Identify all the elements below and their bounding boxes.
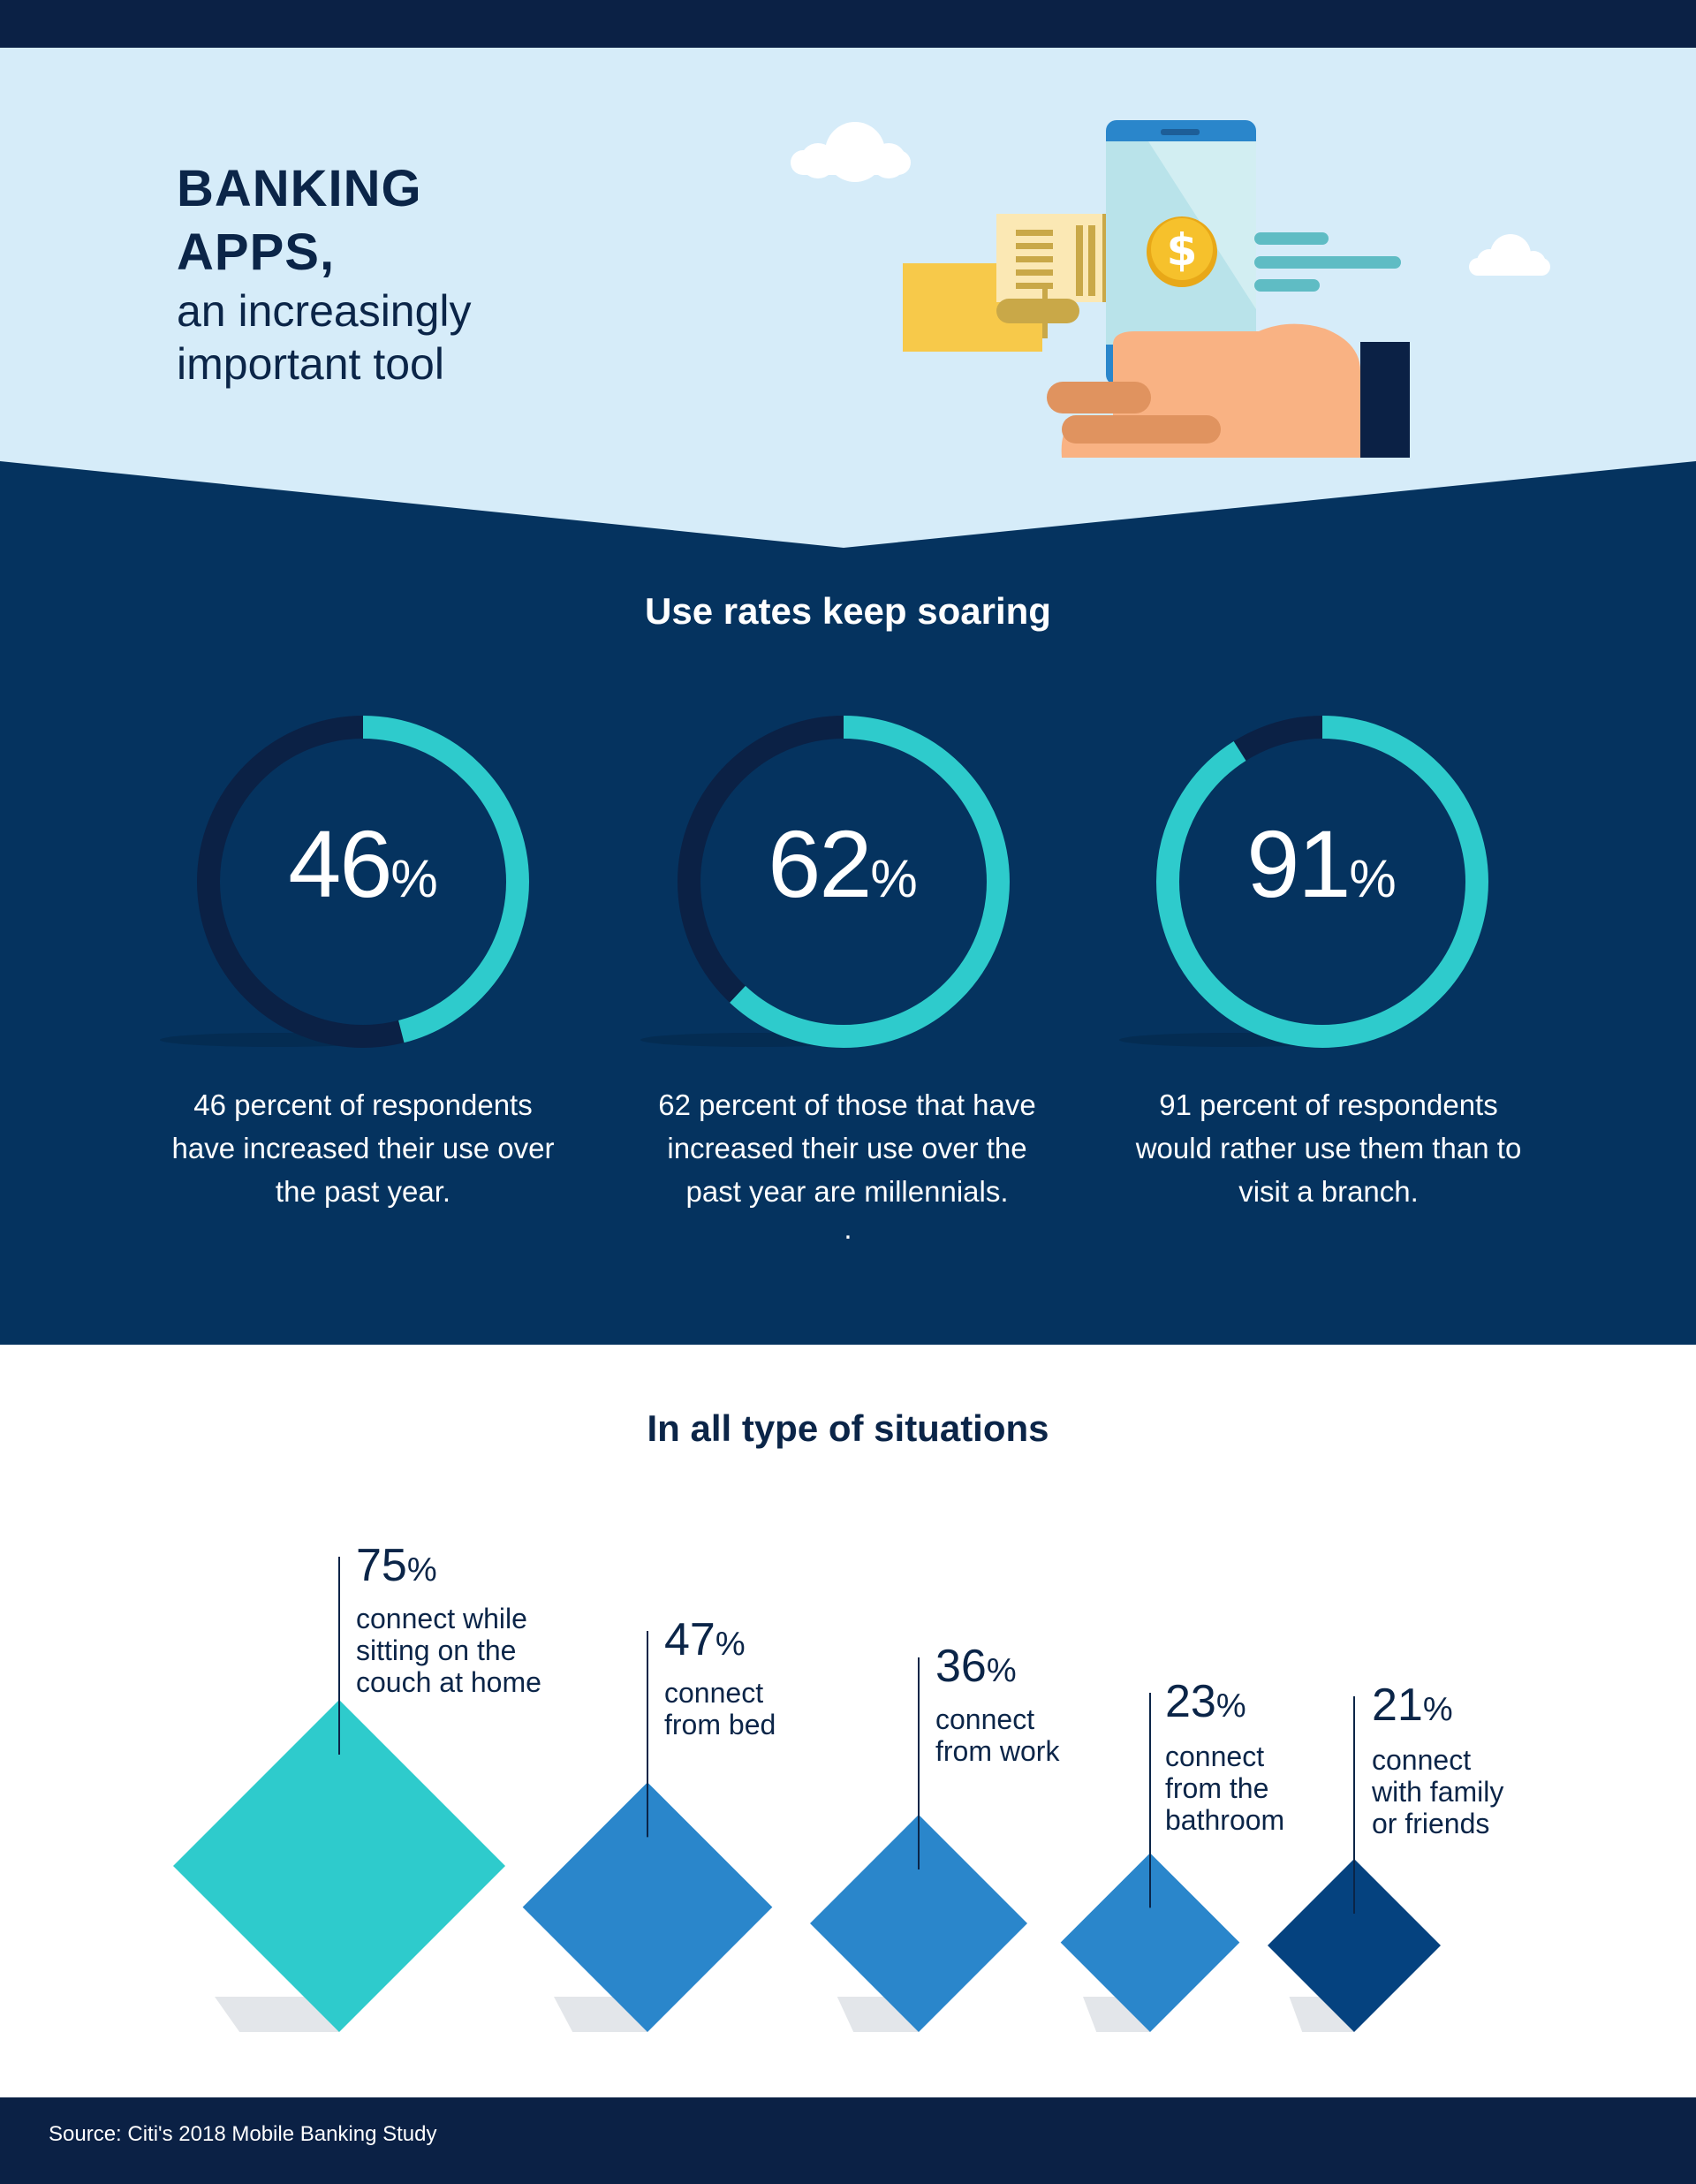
receipt-icon bbox=[996, 214, 1113, 338]
ring-unit: % bbox=[390, 849, 438, 908]
ring-arc-46 bbox=[197, 716, 529, 1048]
use-rates-section bbox=[0, 461, 1696, 1345]
cloud-icon bbox=[1469, 234, 1550, 276]
page-subtitle: an increasingly important tool bbox=[177, 284, 548, 391]
situation-value: 75 bbox=[356, 1540, 407, 1591]
diamond-bathroom bbox=[1060, 1853, 1240, 2032]
ring-value-91: 91% bbox=[1154, 808, 1489, 919]
ring-number: 91 bbox=[1246, 810, 1351, 917]
ring-arc-62 bbox=[678, 716, 1010, 1048]
label-line: bathroom bbox=[1165, 1804, 1285, 1836]
dollar-coin-icon: $ bbox=[1147, 216, 1217, 287]
situation-unit: % bbox=[715, 1626, 746, 1663]
ring-description-91: 91 percent of respondents would rather u… bbox=[1135, 1088, 1522, 1208]
banking-app-illustration: $ bbox=[791, 120, 1550, 458]
svg-text:$: $ bbox=[1167, 224, 1198, 276]
label-line: connect bbox=[664, 1677, 764, 1709]
diamond-family bbox=[1268, 1859, 1441, 2032]
situation-value: 36 bbox=[935, 1641, 987, 1692]
situation-percent-bathroom: 23% bbox=[1165, 1675, 1246, 1728]
ring-value-46: 46% bbox=[195, 808, 531, 919]
situations-diamonds bbox=[173, 1557, 1441, 2032]
page-title: BANKING APPS, bbox=[177, 157, 530, 284]
label-line: connect bbox=[1165, 1740, 1265, 1772]
cloud-icon bbox=[791, 122, 911, 182]
label-line: from the bbox=[1165, 1772, 1269, 1804]
label-line: connect while bbox=[356, 1603, 527, 1634]
situation-percent-couch: 75% bbox=[356, 1539, 437, 1592]
stray-dot: . bbox=[844, 1212, 852, 1245]
label-line: connect bbox=[1372, 1744, 1472, 1776]
situation-value: 21 bbox=[1372, 1680, 1423, 1731]
situation-percent-family: 21% bbox=[1372, 1679, 1453, 1732]
situation-percent-bed: 47% bbox=[664, 1613, 746, 1666]
top-bar bbox=[0, 0, 1696, 48]
situation-label-couch: connect while sitting on the couch at ho… bbox=[356, 1603, 586, 1698]
diamond-shadow-couch bbox=[215, 1997, 339, 2032]
ring-description-46: 46 percent of respondents have increased… bbox=[171, 1088, 555, 1208]
ring-number: 46 bbox=[288, 810, 392, 917]
label-line: from bed bbox=[664, 1709, 776, 1740]
title-line-2: APPS, bbox=[177, 224, 336, 281]
label-line: sitting on the bbox=[356, 1634, 517, 1666]
footer bbox=[0, 2097, 1696, 2184]
title-line-1: BANKING bbox=[177, 160, 422, 217]
label-line: connect bbox=[935, 1703, 1035, 1735]
ring-unit: % bbox=[1349, 849, 1397, 908]
situation-label-bed: connect from bed bbox=[664, 1677, 894, 1740]
diamond-couch bbox=[173, 1700, 505, 2032]
ring-description-62: 62 percent of those that have increased … bbox=[658, 1088, 1036, 1208]
label-line: or friends bbox=[1372, 1808, 1490, 1839]
situation-unit: % bbox=[406, 1551, 437, 1589]
situation-label-bathroom: connect from the bathroom bbox=[1165, 1740, 1395, 1836]
situation-value: 23 bbox=[1165, 1676, 1216, 1727]
use-rates-rings bbox=[160, 716, 1488, 1048]
hand-icon bbox=[1047, 323, 1410, 458]
situation-label-work: connect from work bbox=[935, 1703, 1165, 1767]
ring-unit: % bbox=[870, 849, 918, 908]
motion-lines-icon bbox=[1254, 232, 1401, 292]
subtitle-line-2: important tool bbox=[177, 339, 444, 389]
situation-label-family: connect with family or friends bbox=[1372, 1744, 1601, 1839]
situation-unit: % bbox=[1215, 1687, 1246, 1725]
ring-value-62: 62% bbox=[675, 808, 1011, 919]
label-line: from work bbox=[935, 1735, 1060, 1767]
situations-title: In all type of situations bbox=[647, 1407, 1049, 1449]
subtitle-line-1: an increasingly bbox=[177, 286, 472, 336]
ring-arc-91 bbox=[1156, 716, 1488, 1048]
situation-unit: % bbox=[986, 1652, 1017, 1689]
label-line: with family bbox=[1372, 1776, 1504, 1808]
situation-percent-work: 36% bbox=[935, 1640, 1017, 1693]
situation-unit: % bbox=[1422, 1691, 1453, 1728]
source-note: Source: Citi's 2018 Mobile Banking Study bbox=[49, 2122, 437, 2146]
use-rates-title: Use rates keep soaring bbox=[645, 590, 1051, 632]
diamond-work bbox=[810, 1815, 1027, 2032]
label-line: couch at home bbox=[356, 1666, 541, 1698]
ring-number: 62 bbox=[768, 810, 872, 917]
situation-value: 47 bbox=[664, 1614, 716, 1665]
diamond-bed bbox=[522, 1782, 773, 2032]
